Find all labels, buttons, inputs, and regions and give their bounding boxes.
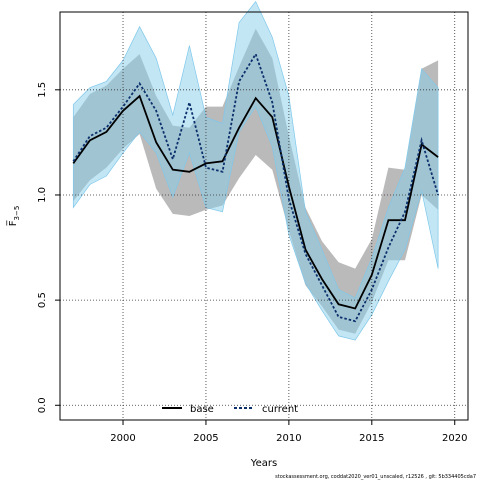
band-current bbox=[72, 0, 439, 341]
x-tick-label-2020: 2020 bbox=[442, 433, 467, 444]
legend-label-base: base bbox=[190, 404, 214, 415]
legend-label-current: current bbox=[262, 404, 298, 415]
grid-lines bbox=[60, 12, 468, 420]
y-tick-label-1.5: 1.5 bbox=[37, 82, 48, 98]
x-tick-label-2005: 2005 bbox=[193, 433, 218, 444]
y-tick-label-0: 0.0 bbox=[37, 397, 48, 413]
x-axis: 2000 2005 2010 2015 2020 bbox=[110, 420, 467, 444]
x-tick-label-2010: 2010 bbox=[276, 433, 301, 444]
legend: base current bbox=[162, 404, 298, 415]
x-tick-label-2000: 2000 bbox=[110, 433, 135, 444]
line-current bbox=[72, 51, 439, 323]
svg-text:F̅3−5: F̅3−5 bbox=[6, 206, 21, 227]
footer-credit: stockassessment.org, coddat2020_ver01_un… bbox=[275, 474, 476, 480]
y-axis-title-main: F̅ bbox=[6, 220, 19, 227]
x-tick-label-2015: 2015 bbox=[359, 433, 384, 444]
x-axis-title: Years bbox=[250, 458, 277, 469]
confidence-bands bbox=[72, 0, 439, 341]
y-tick-label-1: 1.0 bbox=[37, 187, 48, 203]
y-axis: 0.0 0.5 1.0 1.5 bbox=[37, 82, 60, 413]
y-tick-label-0.5: 0.5 bbox=[37, 292, 48, 308]
plot-frame bbox=[59, 11, 469, 421]
y-axis-title: F̅3−5 bbox=[6, 206, 21, 227]
y-axis-title-subscript: 3−5 bbox=[13, 206, 21, 221]
series-lines bbox=[72, 51, 439, 323]
line-base bbox=[72, 94, 439, 310]
